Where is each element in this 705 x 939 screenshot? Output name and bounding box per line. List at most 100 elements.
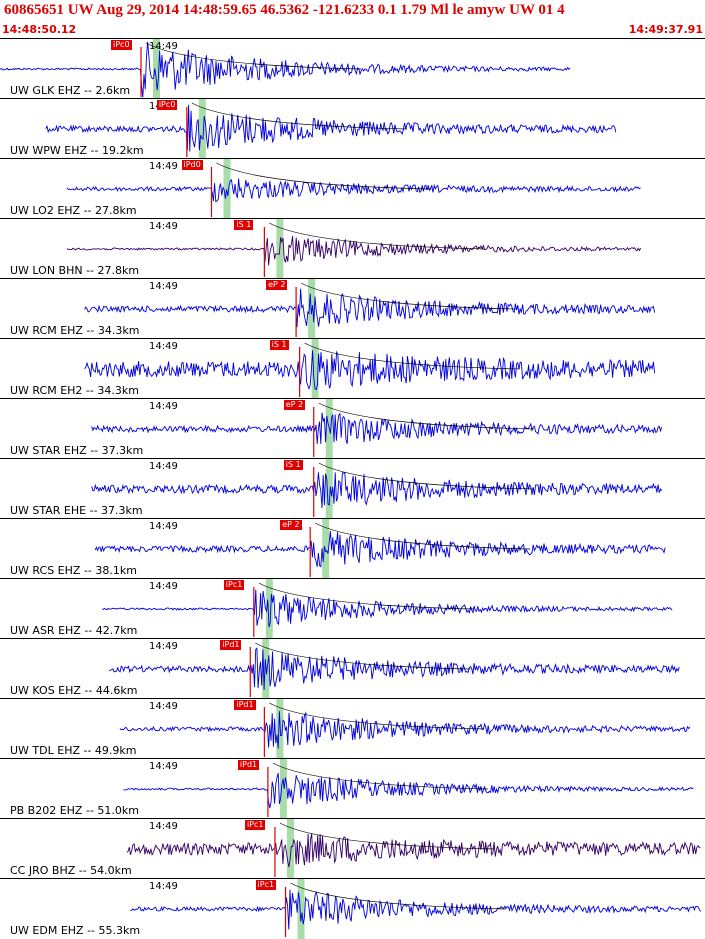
coda-curve (290, 882, 506, 910)
trace-panel: 14:49 iS 1 UW STAR EHE -- 37.3km (0, 458, 705, 519)
phase-window (198, 99, 206, 159)
phase-pick-label[interactable]: iPd1 (234, 700, 256, 710)
time-tick-label: 14:49 (149, 821, 178, 832)
waveform-trace (84, 288, 656, 328)
station-label: UW ASR EHZ -- 42.7km (10, 624, 138, 637)
station-label: PB B202 EHZ -- 51.0km (10, 804, 139, 817)
waveform-plot (91, 399, 663, 459)
waveform-trace (45, 104, 617, 152)
phase-pick-label[interactable]: iPd0 (181, 160, 203, 170)
time-tick-label: 14:49 (149, 701, 178, 712)
phase-window (279, 759, 287, 819)
phase-pick-label[interactable]: eP 2 (266, 280, 288, 290)
phase-pick-label[interactable]: iPd1 (220, 640, 242, 650)
waveform-plot (84, 279, 656, 339)
waveform-plot (101, 579, 673, 639)
waveform-plot (66, 159, 641, 219)
station-label: UW WPW EHZ -- 19.2km (10, 144, 144, 157)
time-tick-label: 14:49 (149, 581, 178, 592)
time-tick-label: 14:49 (149, 521, 178, 532)
waveform-trace (101, 589, 673, 628)
waveform-plot (0, 39, 571, 99)
coda-curve (258, 582, 474, 610)
phase-pick-label[interactable]: iPc0 (111, 40, 132, 50)
phase-pick-label[interactable]: eP 2 (283, 400, 306, 410)
waveform-trace (0, 41, 571, 98)
waveform-plot (66, 219, 642, 279)
phase-window (322, 519, 330, 579)
phase-window (308, 279, 316, 339)
trace-panel: 14:49 iPc1 UW EDM EHZ -- 55.3km (0, 878, 705, 939)
coda-curve (318, 462, 534, 490)
trace-panel: 14:49 eP 2 UW RCM EHZ -- 34.3km (0, 278, 705, 339)
phase-window (297, 879, 305, 939)
phase-window (325, 459, 333, 519)
time-tick-label: 14:49 (149, 161, 178, 172)
coda-curve (216, 162, 432, 190)
trace-panel: 14:49 iS 1 UW LON BHN -- 27.8km (0, 218, 705, 279)
time-tick-label: 14:49 (149, 41, 178, 52)
end-time: 14:49:37.91 (628, 23, 703, 36)
phase-window (223, 159, 231, 219)
coda-curve (191, 102, 407, 130)
phase-pick-label[interactable]: iPd1 (237, 760, 260, 770)
phase-window (311, 339, 319, 399)
phase-window (286, 819, 294, 879)
time-tick-label: 14:49 (149, 341, 178, 352)
waveform-plot (91, 459, 663, 519)
phase-pick-label[interactable]: iPc1 (223, 580, 245, 590)
trace-panel: 14:49 iPd1 UW TDL EHZ -- 49.9km (0, 698, 705, 759)
waveform-trace (66, 178, 641, 203)
waveform-trace (126, 833, 701, 868)
station-label: UW STAR EHZ -- 37.3km (10, 444, 144, 457)
phase-window (153, 39, 160, 99)
waveform-trace (119, 711, 691, 749)
waveform-plot (45, 99, 617, 159)
waveform-trace (130, 889, 701, 930)
waveform-plot (130, 879, 701, 939)
waveform-plot (126, 819, 701, 879)
coda-curve (269, 222, 485, 250)
coda-curve (272, 762, 488, 790)
station-label: UW LO2 EHZ -- 27.8km (10, 204, 137, 217)
trace-panel: 14:49 iPc1 CC JRO BHZ -- 54.0km (0, 818, 705, 879)
waveform-plot (109, 639, 680, 699)
trace-panel: 14:49 iPd1 PB B202 EHZ -- 51.0km (0, 758, 705, 819)
phase-pick-label[interactable]: iS 1 (283, 460, 303, 470)
time-tick-label: 14:49 (149, 641, 178, 652)
trace-panel: 14:49 eP 2 UW STAR EHZ -- 37.3km (0, 398, 705, 459)
waveform-trace (66, 235, 642, 266)
phase-pick-label[interactable]: iPc0 (156, 100, 178, 110)
waveform-trace (91, 412, 663, 445)
trace-panel: 14:49 iS 1 UW RCM EH2 -- 34.3km (0, 338, 705, 399)
phase-window (265, 579, 273, 639)
phase-pick-label[interactable]: iPc1 (255, 880, 277, 890)
coda-curve (269, 702, 485, 730)
time-tick-label: 14:49 (149, 401, 178, 412)
station-label: CC JRO BHZ -- 54.0km (10, 864, 132, 877)
waveform-trace (94, 530, 666, 568)
waveform-plot (94, 519, 666, 579)
seismogram-header: 60865651 UW Aug 29, 2014 14:48:59.65 46.… (0, 0, 705, 38)
phase-pick-label[interactable]: iS 1 (269, 340, 289, 350)
waveform-trace (84, 350, 656, 391)
time-tick-label: 14:49 (149, 881, 178, 892)
phase-pick-label[interactable]: eP 2 (280, 520, 302, 530)
time-tick-label: 14:49 (149, 281, 178, 292)
trace-panel: 14:49 iPc0 UW GLK EHZ -- 2.6km (0, 38, 705, 99)
station-label: UW TDL EHZ -- 49.9km (10, 744, 137, 757)
coda-curve (279, 822, 495, 850)
phase-pick-label[interactable]: iS 1 (234, 220, 254, 230)
station-label: UW RCM EH2 -- 34.3km (10, 384, 139, 397)
phase-pick-label[interactable]: iPc1 (244, 820, 266, 830)
station-label: UW GLK EHZ -- 2.6km (10, 84, 131, 97)
station-label: UW STAR EHE -- 37.3km (10, 504, 143, 517)
station-label: UW RCS EHZ -- 38.1km (10, 564, 137, 577)
time-tick-label: 14:49 (149, 461, 178, 472)
time-tick-label: 14:49 (149, 761, 178, 772)
station-label: UW EDM EHZ -- 55.3km (10, 924, 141, 937)
station-label: UW RCM EHZ -- 34.3km (10, 324, 140, 337)
start-time: 14:48:50.12 (2, 23, 77, 36)
coda-curve (315, 522, 531, 550)
